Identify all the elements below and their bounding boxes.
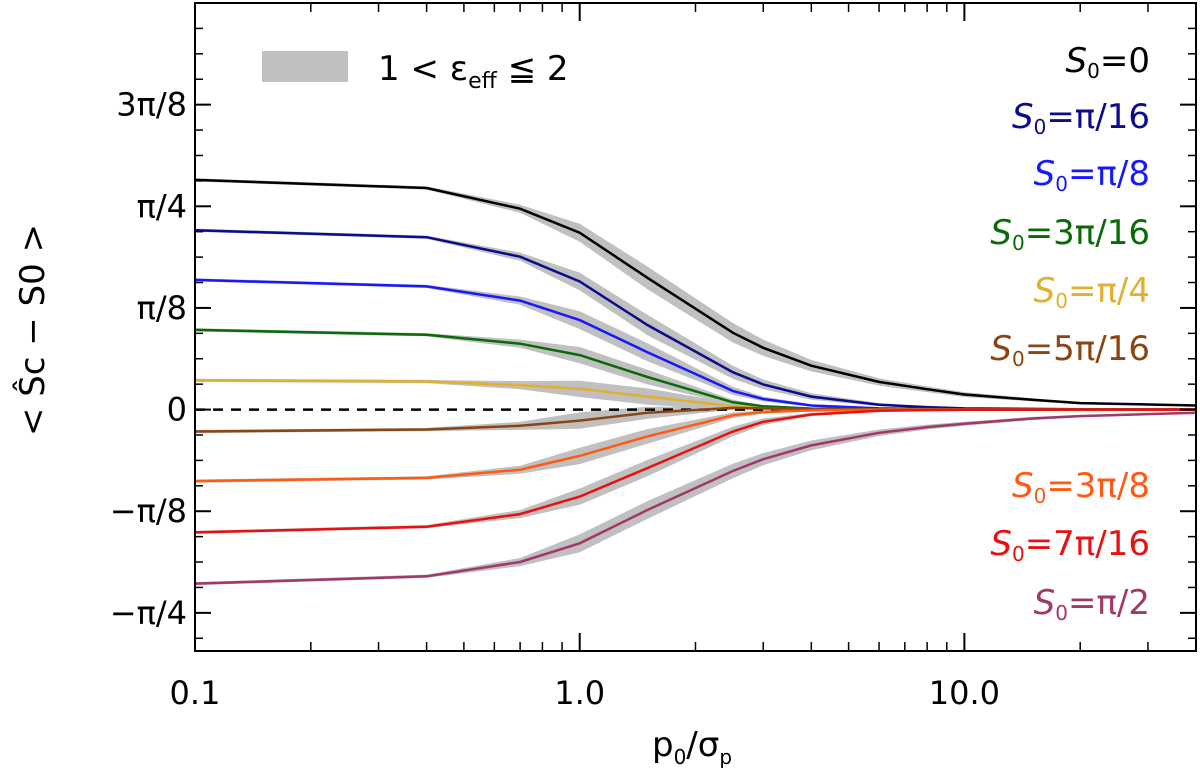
- line-series-8: [194, 411, 1197, 585]
- series-label-1: S0=π/16: [1012, 97, 1150, 139]
- series-label-0: S0=0: [1066, 41, 1150, 83]
- series-label-6: S0=3π/8: [1012, 466, 1150, 508]
- series-label-8: S0=π/2: [1034, 583, 1150, 625]
- legend-band: 1 < εeff ≦ 2: [262, 49, 569, 94]
- y-tick-label-3: π/8: [137, 289, 187, 327]
- legend-band-label: 1 < εeff ≦ 2: [378, 49, 569, 94]
- x-tick-label-1: 1.0: [554, 674, 605, 712]
- x-tick-label-2: 10.0: [929, 674, 1000, 712]
- x-tick-label-0: 0.1: [170, 674, 221, 712]
- plot-frame: [194, 2, 1197, 652]
- line-series-0: [194, 178, 1197, 407]
- y-axis-label: < Ŝc − S0 >: [12, 224, 53, 436]
- y-tick-label-5: 3π/8: [116, 86, 187, 124]
- series-label-5: S0=5π/16: [990, 329, 1150, 371]
- y-tick-label-2: 0: [167, 391, 187, 429]
- series-label-3: S0=3π/16: [990, 213, 1150, 255]
- y-tick-label-4: π/4: [137, 187, 187, 225]
- y-tick-label-1: −π/8: [110, 492, 187, 530]
- series-label-4: S0=π/4: [1034, 271, 1150, 313]
- axes-layer: −π/4 −π/8 0 π/8 π/4 3π/8 0.1 1.0 10.0: [110, 3, 1197, 712]
- band-series-3: [195, 328, 1196, 410]
- series-label-2: S0=π/8: [1034, 154, 1150, 196]
- y-tick-label-0: −π/4: [110, 594, 187, 632]
- line-series-7: [194, 408, 1196, 534]
- series-lines-layer: [194, 178, 1197, 585]
- series-label-7: S0=7π/16: [990, 524, 1150, 566]
- x-axis-label: p0/σp: [652, 725, 732, 768]
- series-labels: S0=0 S0=π/16 S0=π/8 S0=3π/16 S0=π/4 S0=5π/16 S…: [990, 41, 1150, 625]
- legend-band-swatch: [262, 51, 348, 82]
